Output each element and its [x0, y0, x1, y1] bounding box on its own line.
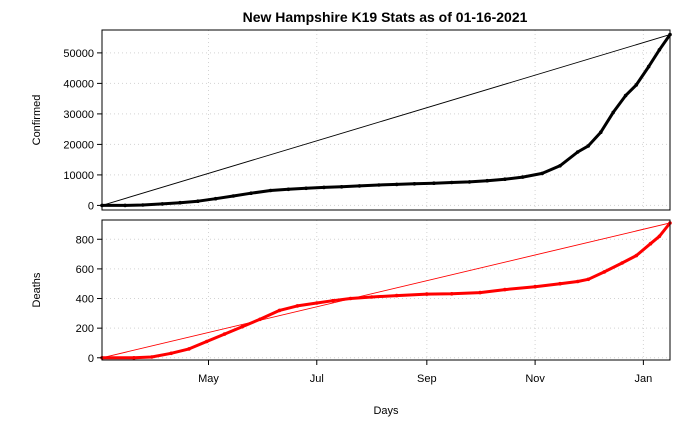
data-point: [634, 253, 639, 258]
data-point: [558, 281, 562, 286]
data-point: [295, 304, 300, 308]
data-point: [196, 199, 200, 203]
y-tick-label: 400: [76, 294, 94, 306]
data-point: [558, 164, 562, 168]
data-point: [432, 181, 436, 185]
y-tick-label: 200: [76, 323, 94, 335]
data-point: [533, 284, 537, 289]
confirmed-panel: 0 10000 20000 30000 40000 50000 Confirmed: [31, 29, 672, 212]
data-point: [586, 277, 591, 282]
data-point: [586, 144, 591, 148]
data-point: [240, 324, 244, 329]
y-tick-label: 30000: [63, 109, 94, 121]
y-tick-label: 50000: [63, 48, 94, 60]
x-tick-label: Nov: [525, 373, 545, 385]
data-point: [339, 185, 344, 189]
x-axis-label: Days: [373, 405, 399, 417]
data-point: [540, 171, 544, 176]
data-point: [602, 270, 607, 274]
y-tick-label: 0: [88, 353, 94, 365]
data-point: [249, 191, 253, 195]
data-point: [286, 187, 291, 192]
data-point: [657, 234, 662, 239]
data-point: [449, 292, 454, 296]
data-point: [394, 293, 399, 298]
data-point: [213, 196, 218, 201]
data-point: [520, 175, 525, 179]
x-tick-label: Jul: [310, 373, 324, 385]
data-point: [478, 290, 482, 295]
data-point: [231, 194, 236, 198]
data-point: [370, 295, 374, 299]
y-tick-label: 0: [88, 200, 94, 212]
data-point: [204, 339, 209, 344]
data-point: [169, 351, 173, 356]
deaths-panel: 0 200 400 600 800 Deaths May Jul Sep Nov Jan Days: [31, 219, 672, 417]
y-axis-label: Confirmed: [31, 95, 43, 146]
x-tick-label: Sep: [417, 373, 437, 385]
y-tick-label: 800: [76, 234, 94, 246]
data-point: [394, 182, 399, 187]
data-point: [160, 202, 165, 206]
data-point: [575, 279, 580, 284]
y-tick-label: 10000: [63, 170, 94, 182]
x-tick-label: Jan: [635, 373, 653, 385]
data-point: [503, 287, 507, 292]
plot-frame: [101, 29, 671, 211]
data-point: [467, 180, 472, 184]
chart-title: New Hampshire K19 Stats as of 01-16-2021: [243, 9, 528, 25]
plot-frame: [101, 219, 671, 361]
data-point: [268, 188, 273, 193]
data-point: [634, 83, 639, 87]
data-point: [449, 180, 454, 185]
data-point: [187, 347, 191, 351]
data-point: [623, 93, 628, 98]
data-point: [322, 185, 326, 190]
data-point: [141, 203, 145, 207]
trend-line: [101, 222, 671, 359]
y-tick-label: 40000: [63, 78, 94, 90]
data-point: [503, 177, 507, 181]
trend-line: [101, 34, 671, 206]
data-point: [599, 130, 603, 134]
data-point: [304, 186, 308, 191]
data-point: [377, 183, 381, 187]
data-point: [132, 356, 136, 360]
data-point: [646, 64, 651, 69]
data-trace: [100, 221, 672, 360]
data-point: [648, 241, 653, 246]
data-point: [485, 178, 490, 183]
y-axis-label: Deaths: [31, 272, 43, 307]
data-point: [611, 110, 615, 115]
data-point: [178, 200, 182, 205]
y-tick-label: 600: [76, 264, 94, 276]
y-tick-label: 20000: [63, 139, 94, 151]
data-point: [357, 184, 362, 188]
data-point: [315, 301, 319, 305]
data-point: [222, 332, 227, 336]
data-point: [149, 355, 154, 359]
data-point: [331, 298, 335, 303]
x-tick-label: May: [198, 373, 219, 385]
data-point: [412, 182, 417, 186]
data-point: [620, 261, 624, 265]
data-point: [277, 308, 282, 313]
data-point: [123, 203, 127, 208]
data-point: [575, 150, 580, 154]
data-point: [657, 48, 662, 52]
data-point: [425, 292, 429, 296]
